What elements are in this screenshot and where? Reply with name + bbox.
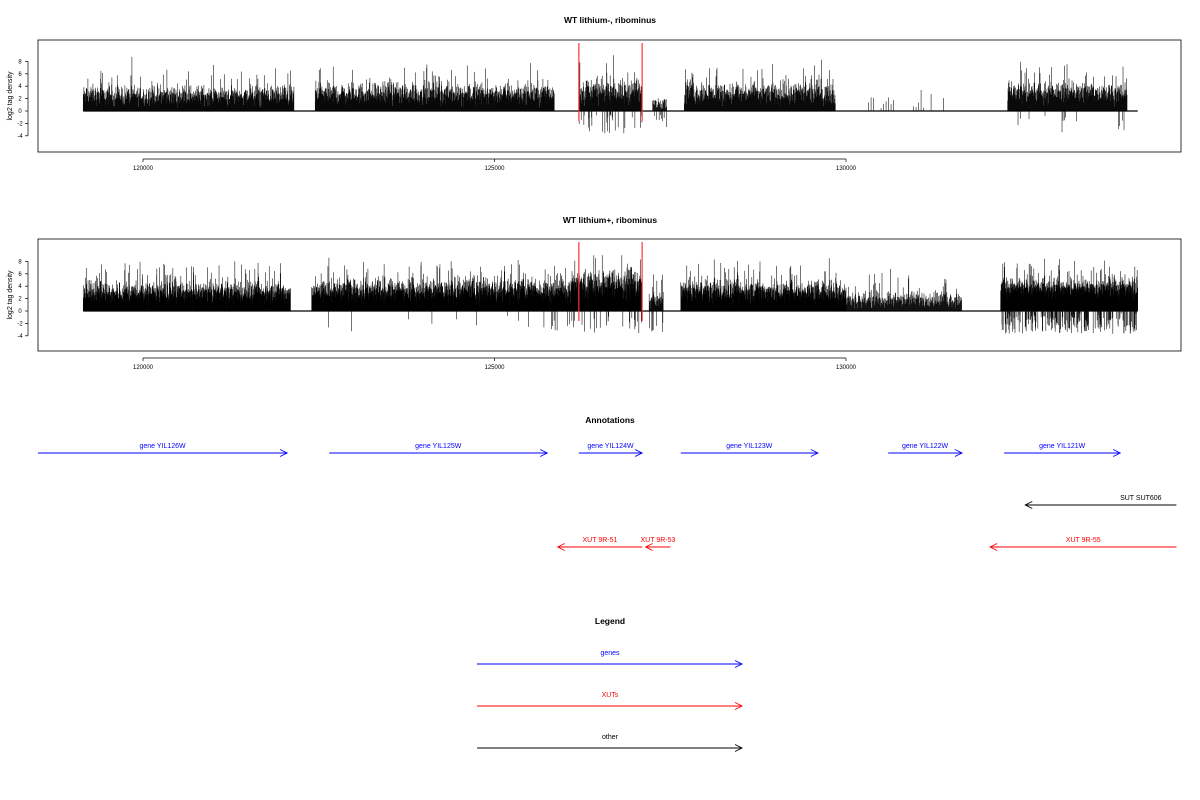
x-tick-label: 125000 bbox=[484, 166, 505, 172]
x-tick-label: 120000 bbox=[133, 166, 154, 172]
panel-title: WT lithium-, ribominus bbox=[564, 15, 656, 25]
coverage-bars bbox=[82, 43, 1138, 134]
track-panel-lithium-minus: WT lithium-, ribominus log2 tag density … bbox=[7, 15, 1182, 172]
coverage-bars bbox=[82, 242, 1138, 334]
y-tick-label: 4 bbox=[18, 84, 22, 90]
plot-frame bbox=[37, 238, 1182, 352]
track-panel-lithium-plus: WT lithium+, ribominus log2 tag density … bbox=[7, 215, 1182, 371]
y-axis-label: log2 tag density bbox=[7, 270, 14, 320]
y-tick-label: -4 bbox=[17, 134, 23, 140]
y-tick-label: 2 bbox=[18, 97, 22, 103]
plot-frame bbox=[37, 39, 1182, 153]
y-tick-label: 8 bbox=[18, 59, 22, 65]
panel-title: WT lithium+, ribominus bbox=[563, 215, 657, 225]
y-tick-label: -2 bbox=[17, 121, 23, 127]
y-axis-label: log2 tag density bbox=[7, 71, 14, 121]
x-tick-label: 130000 bbox=[836, 166, 857, 172]
y-tick-label: 0 bbox=[18, 109, 22, 115]
axes: -4 -2 0 2 4 6 8 120000 125000 130000 bbox=[17, 59, 856, 172]
y-tick-label: 6 bbox=[18, 72, 22, 78]
